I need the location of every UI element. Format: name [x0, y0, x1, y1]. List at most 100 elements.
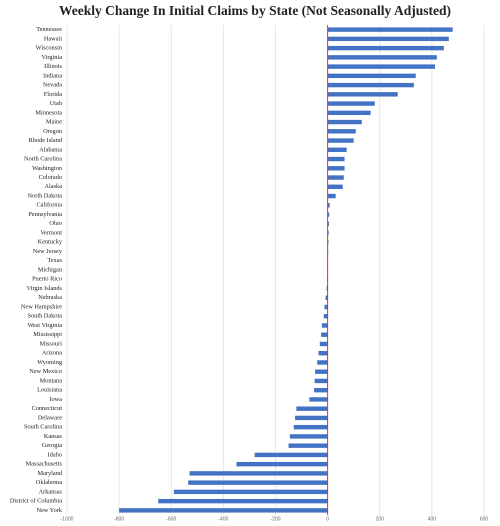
- bar: [326, 286, 328, 291]
- y-tick-label: Colorado: [39, 174, 62, 181]
- y-tick-label: Florida: [44, 91, 62, 98]
- bar: [254, 452, 328, 458]
- bar: [327, 119, 362, 125]
- bar: [327, 147, 347, 153]
- y-tick-label: Montana: [40, 377, 63, 384]
- y-tick-label: Wyoming: [37, 359, 63, 366]
- bar: [327, 230, 329, 236]
- y-tick-label: Washington: [32, 165, 63, 172]
- bar: [327, 36, 449, 42]
- y-tick-label: Louisiana: [37, 387, 62, 394]
- y-tick-label: Indiana: [43, 72, 62, 79]
- y-tick-label: North Dakota: [28, 192, 63, 199]
- bar: [327, 73, 416, 79]
- x-tick-label: 600: [480, 516, 489, 522]
- y-tick-label: New York: [36, 507, 62, 514]
- bar: [327, 110, 371, 116]
- chart-title: Weekly Change In Initial Claims by State…: [59, 3, 451, 18]
- y-tick-label: Kansas: [44, 433, 63, 440]
- bar: [327, 45, 444, 51]
- y-tick-label: South Dakota: [28, 313, 63, 320]
- bar: [314, 387, 328, 393]
- bar: [327, 92, 398, 97]
- bar: [323, 314, 328, 319]
- bar: [188, 480, 328, 485]
- y-tick-label: Nebraska: [38, 294, 62, 301]
- y-tick-label: Mississippi: [33, 331, 62, 338]
- bar: [327, 101, 375, 106]
- y-tick-label: Tennessee: [36, 26, 62, 33]
- y-tick-label: Virginia: [42, 54, 63, 61]
- y-tick-label: Alabama: [39, 146, 62, 153]
- y-tick-label: North Carolina: [24, 156, 62, 163]
- bar: [327, 64, 436, 69]
- y-tick-label: Pennsylvania: [28, 211, 62, 218]
- bar: [325, 295, 328, 300]
- x-tick-label: 200: [376, 516, 385, 522]
- y-tick-label: Connecticut: [32, 405, 63, 412]
- y-tick-label: Delaware: [38, 414, 62, 421]
- bar: [327, 55, 437, 60]
- y-tick-label: Hawaii: [44, 35, 62, 42]
- bar: [327, 82, 414, 88]
- y-tick-label: New Mexico: [29, 368, 62, 375]
- bar: [324, 304, 328, 310]
- bar: [189, 471, 328, 476]
- bar: [327, 212, 330, 217]
- y-tick-label: Illinois: [44, 63, 62, 70]
- y-tick-label: Kentucky: [38, 239, 63, 246]
- y-tick-label: Vermont: [40, 229, 62, 236]
- x-tick-label: -200: [270, 516, 280, 522]
- x-tick-label: 0: [326, 516, 329, 522]
- y-tick-label: New Hampshire: [21, 303, 62, 310]
- bar: [314, 378, 328, 384]
- y-tick-label: Ohio: [49, 220, 62, 227]
- bar: [315, 369, 328, 374]
- bar: [173, 489, 328, 495]
- bar: [327, 138, 354, 143]
- y-tick-label: Arizona: [42, 350, 62, 357]
- y-tick-label: South Carolina: [24, 424, 62, 431]
- y-tick-label: Michigan: [38, 266, 63, 273]
- bar: [288, 443, 328, 448]
- y-tick-label: Maryland: [38, 470, 63, 477]
- bar: [327, 156, 345, 162]
- y-tick-label: Oklahoma: [36, 479, 62, 486]
- bar: [327, 221, 329, 226]
- bar: [309, 397, 328, 402]
- x-tick-label: 400: [428, 516, 437, 522]
- bar: [327, 184, 343, 189]
- bar: [327, 175, 344, 180]
- y-tick-label: Texas: [47, 257, 62, 264]
- x-tick-label: -400: [218, 516, 228, 522]
- bar: [327, 129, 356, 134]
- x-tick-label: -600: [166, 516, 176, 522]
- bar: [295, 415, 328, 421]
- x-tick-label: -1000: [61, 516, 74, 522]
- bar: [317, 360, 328, 365]
- y-tick-label: New Jersey: [33, 248, 63, 255]
- y-tick-label: Missouri: [40, 340, 63, 347]
- bar: [236, 461, 328, 467]
- y-tick-label: Maine: [46, 119, 62, 126]
- bar: [158, 498, 328, 504]
- y-tick-label: West Virginia: [28, 322, 63, 329]
- y-tick-label: District of Columbia: [10, 498, 62, 505]
- y-tick-label: California: [36, 202, 62, 209]
- bar: [327, 193, 336, 199]
- bar: [293, 424, 328, 430]
- y-tick-label: Minnesota: [35, 109, 62, 116]
- y-tick-label: Nevada: [43, 82, 62, 89]
- bar: [327, 203, 330, 208]
- y-tick-label: Puerto Rico: [32, 276, 62, 283]
- bar: [327, 27, 453, 32]
- bar: [318, 351, 328, 356]
- y-tick-label: Massachusetts: [26, 461, 63, 468]
- bar: [321, 332, 328, 337]
- y-tick-label: Idaho: [48, 451, 62, 458]
- bar: [319, 341, 328, 347]
- y-tick-label: Rhode Island: [29, 137, 63, 144]
- y-tick-label: Wisconsin: [36, 45, 63, 52]
- bar: [289, 434, 328, 439]
